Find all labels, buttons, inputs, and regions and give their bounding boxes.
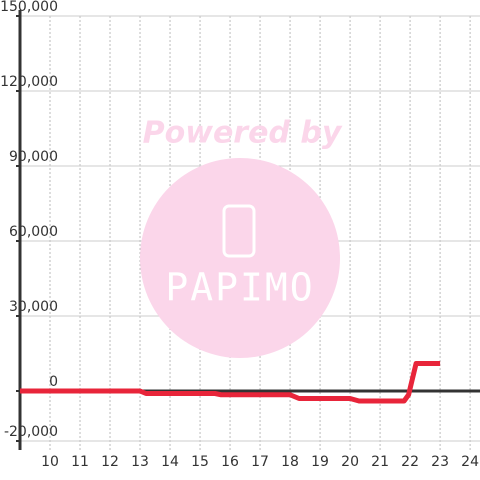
watermark-text: Powered by (143, 116, 343, 151)
x-tick-label: 21 (371, 454, 389, 470)
x-tick-label: 20 (341, 454, 359, 470)
x-tick-label: 23 (431, 454, 449, 470)
watermark: Powered by PAPIMO (140, 116, 343, 358)
y-tick-label: 60,000 (9, 224, 58, 240)
watermark-circle (140, 158, 340, 358)
x-tick-label: 24 (461, 454, 479, 470)
x-tick-label: 18 (281, 454, 299, 470)
x-tick-label: 16 (221, 454, 239, 470)
y-tick-label: -20,000 (4, 424, 58, 440)
y-tick-label: 30,000 (9, 299, 58, 315)
x-tick-label: 12 (101, 454, 119, 470)
y-tick-label: 90,000 (9, 149, 58, 165)
x-tick-label: 19 (311, 454, 329, 470)
y-tick-label: 150,000 (0, 0, 58, 15)
x-tick-label: 11 (71, 454, 89, 470)
watermark-logo: PAPIMO (165, 266, 314, 310)
x-tick-label: 22 (401, 454, 419, 470)
y-tick-label: 120,000 (0, 74, 58, 90)
y-tick-label: 0 (49, 374, 58, 390)
x-tick-label: 17 (251, 454, 269, 470)
data-line (20, 361, 441, 404)
x-tick-label: 13 (131, 454, 149, 470)
x-tick-label: 15 (191, 454, 209, 470)
x-tick-label: 10 (41, 454, 59, 470)
x-tick-label: 14 (161, 454, 179, 470)
watermark-icon (222, 204, 256, 258)
